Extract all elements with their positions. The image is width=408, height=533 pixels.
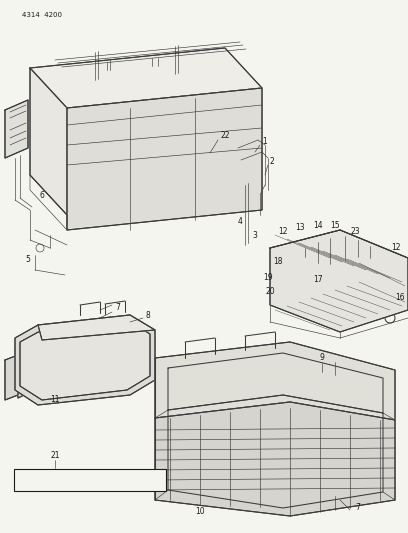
Text: UNLEADED GASOLINE ONLY: UNLEADED GASOLINE ONLY xyxy=(44,477,135,483)
Text: 6: 6 xyxy=(40,190,44,199)
Text: 10: 10 xyxy=(195,507,205,516)
Text: 14: 14 xyxy=(313,221,323,230)
Text: 9: 9 xyxy=(319,353,324,362)
Text: 23: 23 xyxy=(350,228,360,237)
Text: 16: 16 xyxy=(395,294,405,303)
Text: 22: 22 xyxy=(220,131,230,140)
Text: 7: 7 xyxy=(115,303,120,312)
Text: 8: 8 xyxy=(146,311,151,319)
Polygon shape xyxy=(155,402,395,516)
Text: 7: 7 xyxy=(355,504,360,513)
Polygon shape xyxy=(15,315,155,405)
Text: 19: 19 xyxy=(263,273,273,282)
Text: 2: 2 xyxy=(270,157,274,166)
Text: 1: 1 xyxy=(263,138,267,147)
Text: 12: 12 xyxy=(278,228,288,237)
Text: 11: 11 xyxy=(50,395,60,405)
Text: 21: 21 xyxy=(50,450,60,459)
Polygon shape xyxy=(270,230,408,332)
Text: 4: 4 xyxy=(237,217,242,227)
Text: 4314  4200: 4314 4200 xyxy=(22,12,62,18)
Polygon shape xyxy=(5,100,28,158)
Text: 17: 17 xyxy=(313,276,323,285)
FancyBboxPatch shape xyxy=(14,469,166,491)
Polygon shape xyxy=(67,88,262,230)
Polygon shape xyxy=(30,68,67,215)
Polygon shape xyxy=(20,320,150,400)
Polygon shape xyxy=(30,48,262,108)
Polygon shape xyxy=(5,355,18,400)
Polygon shape xyxy=(38,315,155,340)
Text: 15: 15 xyxy=(330,221,340,230)
Text: 20: 20 xyxy=(265,287,275,296)
Polygon shape xyxy=(155,342,395,420)
Polygon shape xyxy=(15,340,38,398)
Text: 18: 18 xyxy=(273,257,283,266)
Text: 12: 12 xyxy=(391,244,401,253)
Text: 5: 5 xyxy=(26,255,31,264)
Text: 13: 13 xyxy=(295,222,305,231)
Text: 3: 3 xyxy=(253,230,257,239)
